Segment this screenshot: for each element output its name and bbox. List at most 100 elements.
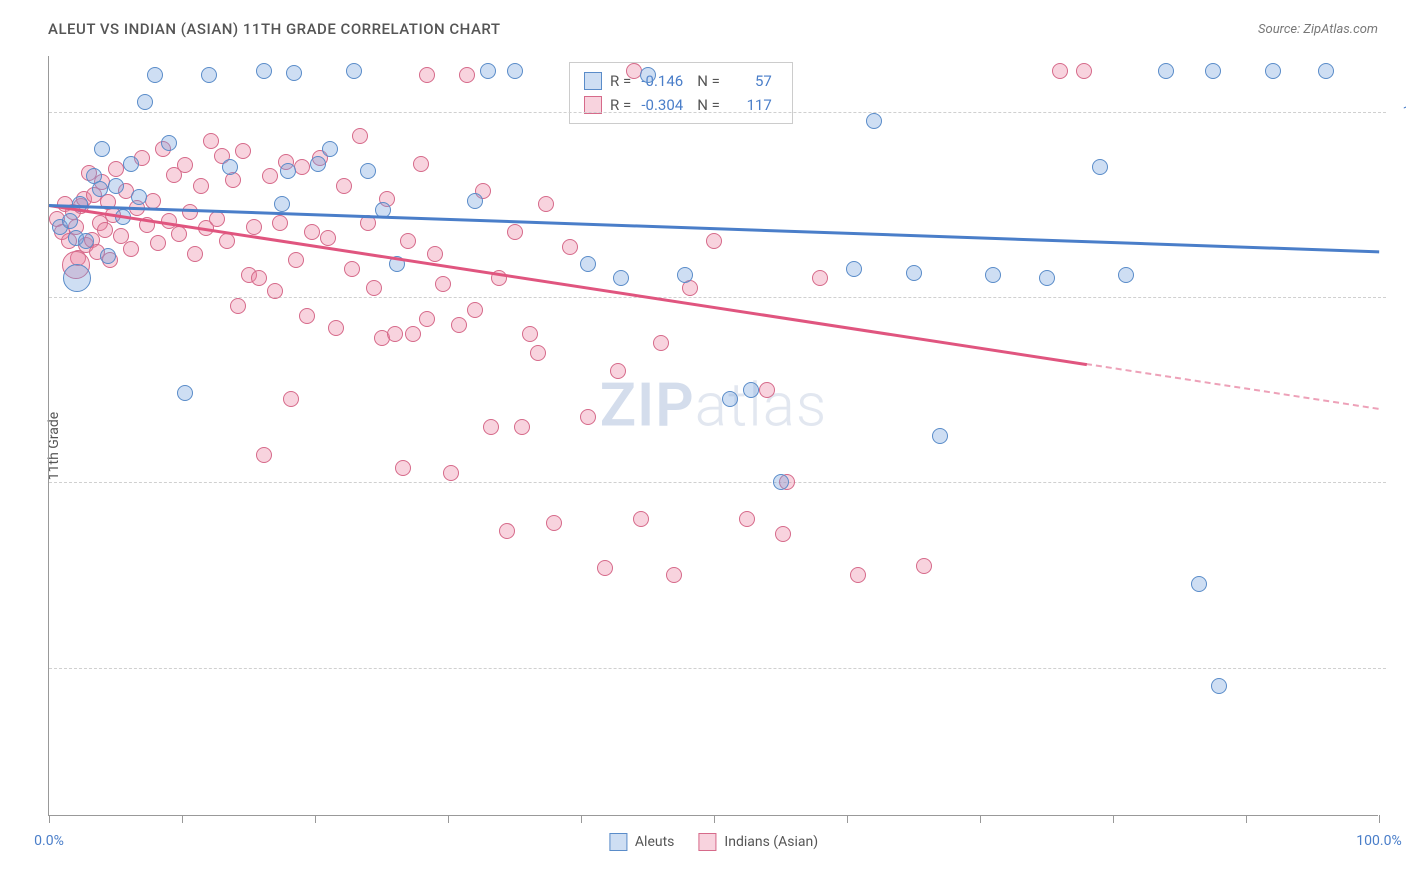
data-point-indians — [538, 196, 554, 212]
data-point-indians — [459, 67, 475, 83]
data-point-indians — [336, 178, 352, 194]
data-point-aleuts — [274, 196, 290, 212]
data-point-aleuts — [94, 141, 110, 157]
data-point-indians — [451, 317, 467, 333]
data-point-aleuts — [773, 474, 789, 490]
data-point-aleuts — [137, 94, 153, 110]
data-point-aleuts — [1211, 678, 1227, 694]
data-point-indians — [419, 67, 435, 83]
data-point-aleuts — [63, 264, 91, 292]
data-point-indians — [256, 447, 272, 463]
data-point-aleuts — [177, 385, 193, 401]
data-point-aleuts — [310, 156, 326, 172]
data-point-indians — [435, 276, 451, 292]
data-point-aleuts — [92, 181, 108, 197]
data-point-aleuts — [1205, 63, 1221, 79]
data-point-aleuts — [1191, 576, 1207, 592]
data-point-indians — [304, 224, 320, 240]
data-point-indians — [812, 270, 828, 286]
data-point-aleuts — [580, 256, 596, 272]
data-point-aleuts — [932, 428, 948, 444]
trendline-indians — [1086, 363, 1379, 410]
ytick-label: 70.0% — [1388, 660, 1406, 676]
data-point-indians — [387, 326, 403, 342]
gridline — [49, 297, 1386, 298]
data-point-indians — [299, 308, 315, 324]
xtick — [581, 815, 582, 823]
data-point-indians — [400, 233, 416, 249]
chart-source: Source: ZipAtlas.com — [1258, 22, 1378, 37]
data-point-indians — [580, 409, 596, 425]
data-point-indians — [209, 211, 225, 227]
data-point-aleuts — [161, 135, 177, 151]
data-point-aleuts — [286, 65, 302, 81]
data-point-indians — [366, 280, 382, 296]
data-point-aleuts — [1039, 270, 1055, 286]
data-point-indians — [187, 246, 203, 262]
data-point-indians — [246, 219, 262, 235]
gridline — [49, 668, 1386, 669]
data-point-aleuts — [985, 267, 1001, 283]
data-point-indians — [507, 224, 523, 240]
data-point-aleuts — [866, 113, 882, 129]
data-point-indians — [328, 320, 344, 336]
data-point-indians — [1076, 63, 1092, 79]
gridline — [49, 112, 1386, 113]
data-point-indians — [267, 283, 283, 299]
data-point-aleuts — [78, 233, 94, 249]
xtick-label: 0.0% — [34, 833, 64, 849]
n-label: N = — [697, 72, 720, 90]
ytick-label: 80.0% — [1388, 474, 1406, 490]
chart-title: ALEUT VS INDIAN (ASIAN) 11TH GRADE CORRE… — [48, 20, 500, 38]
xtick — [714, 815, 715, 823]
data-point-aleuts — [108, 178, 124, 194]
legend-label-aleuts: Aleuts — [635, 834, 674, 850]
data-point-aleuts — [256, 63, 272, 79]
data-point-indians — [150, 235, 166, 251]
data-point-indians — [427, 246, 443, 262]
data-point-aleuts — [222, 159, 238, 175]
data-point-aleuts — [131, 189, 147, 205]
data-point-indians — [546, 515, 562, 531]
data-point-aleuts — [147, 67, 163, 83]
data-point-aleuts — [100, 248, 116, 264]
ytick-label: 100.0% — [1388, 104, 1406, 120]
data-point-aleuts — [1092, 159, 1108, 175]
xtick — [980, 815, 981, 823]
xtick — [182, 815, 183, 823]
data-point-aleuts — [846, 261, 862, 277]
legend-label-indians: Indians (Asian) — [724, 834, 818, 850]
data-point-indians — [97, 222, 113, 238]
data-point-indians — [562, 239, 578, 255]
data-point-aleuts — [322, 141, 338, 157]
data-point-indians — [666, 567, 682, 583]
data-point-aleuts — [640, 67, 656, 83]
data-point-indians — [530, 345, 546, 361]
x-legend: Aleuts Indians (Asian) — [609, 833, 818, 851]
swatch-aleuts — [584, 72, 602, 90]
data-point-indians — [219, 233, 235, 249]
data-point-indians — [483, 419, 499, 435]
data-point-indians — [706, 233, 722, 249]
data-point-indians — [123, 241, 139, 257]
swatch-aleuts — [609, 833, 627, 851]
data-point-indians — [443, 465, 459, 481]
data-point-indians — [344, 261, 360, 277]
data-point-indians — [413, 156, 429, 172]
data-point-aleuts — [507, 63, 523, 79]
data-point-indians — [405, 326, 421, 342]
data-point-indians — [262, 168, 278, 184]
data-point-indians — [514, 419, 530, 435]
data-point-aleuts — [1118, 267, 1134, 283]
data-point-aleuts — [480, 63, 496, 79]
xtick — [847, 815, 848, 823]
data-point-indians — [395, 460, 411, 476]
data-point-indians — [633, 511, 649, 527]
data-point-indians — [419, 311, 435, 327]
data-point-indians — [288, 252, 304, 268]
trendline-indians — [49, 204, 1087, 366]
data-point-indians — [759, 382, 775, 398]
xtick — [1113, 815, 1114, 823]
data-point-aleuts — [62, 213, 78, 229]
legend-item-aleuts: Aleuts — [609, 833, 674, 851]
